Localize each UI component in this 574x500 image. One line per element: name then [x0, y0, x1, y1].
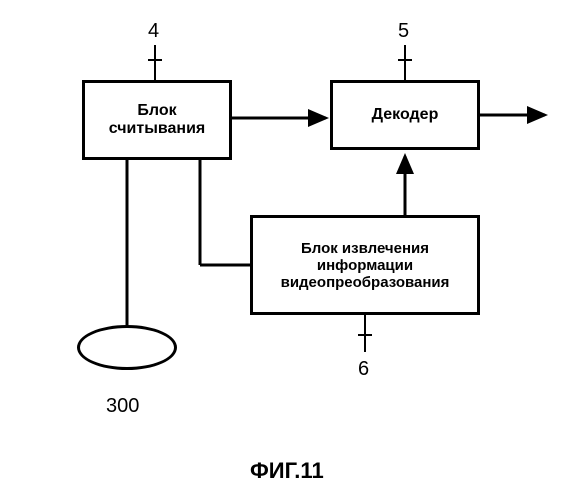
extractor-block: Блок извлеченияинформациивидеопреобразов…: [250, 215, 480, 315]
reader-tag: 4: [148, 20, 159, 43]
decoder-block: Декодер: [330, 80, 480, 150]
storage-ellipse: [77, 325, 177, 370]
extractor-tag: 6: [358, 358, 369, 381]
storage-tag: 300: [106, 395, 139, 418]
decoder-tag: 5: [398, 20, 409, 43]
reader-block: Блоксчитывания: [82, 80, 232, 160]
figure-caption: ФИГ.11: [250, 458, 324, 484]
decoder-label: Декодер: [372, 106, 439, 124]
reader-label: Блоксчитывания: [109, 102, 205, 138]
extractor-label: Блок извлеченияинформациивидеопреобразов…: [281, 240, 450, 291]
